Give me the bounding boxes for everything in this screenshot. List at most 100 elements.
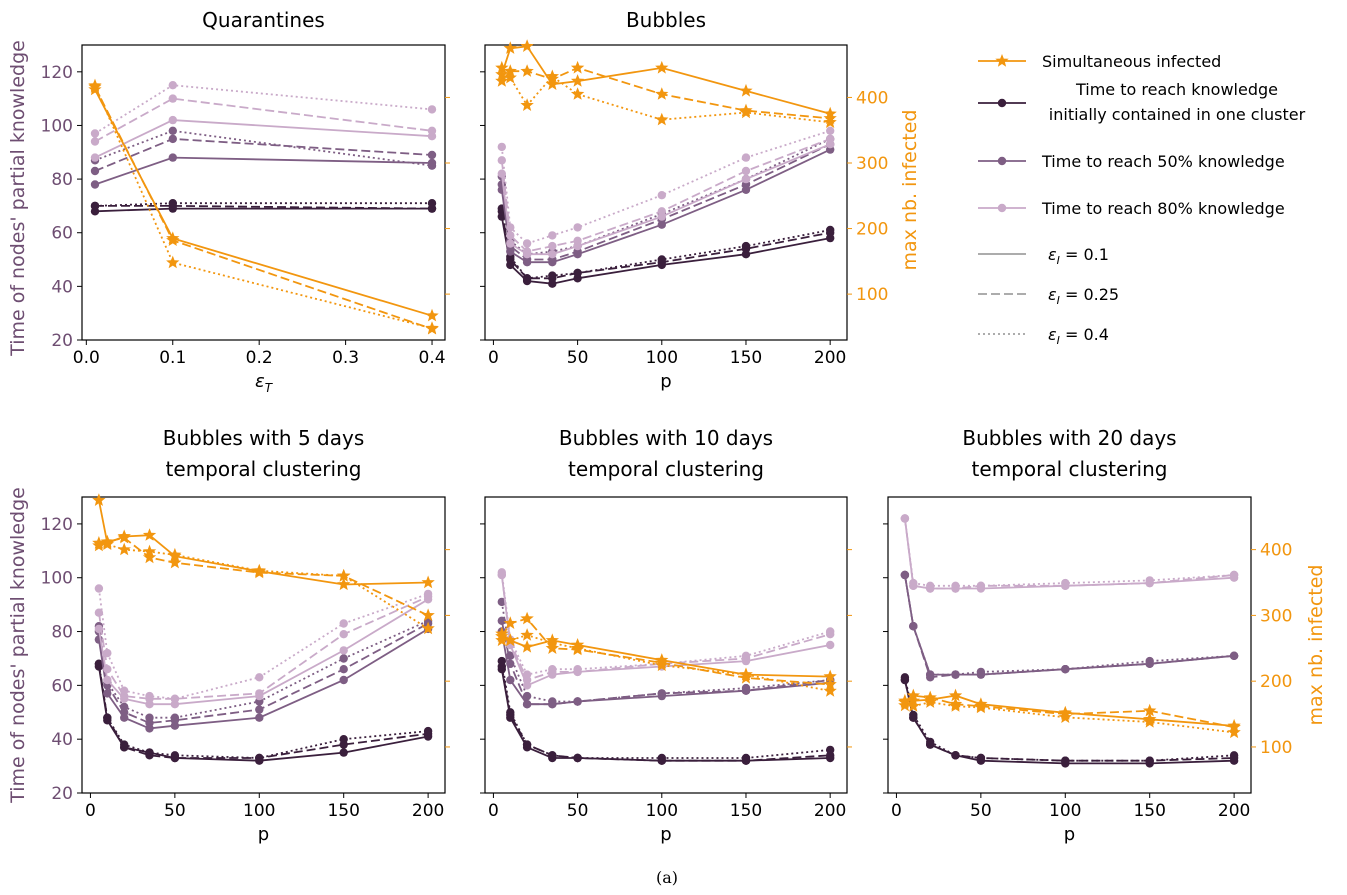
panel-title: Bubbles with 5 days — [163, 426, 365, 450]
point-k80 — [522, 670, 532, 679]
point-k50 — [90, 166, 100, 176]
star-infected — [823, 115, 837, 128]
series-k80-dotted — [500, 572, 831, 676]
y-tick-label: 80 — [51, 623, 73, 643]
star-infected — [495, 74, 509, 87]
star-infected — [142, 544, 157, 558]
star-infected — [520, 64, 534, 77]
legend-label: Simultaneous infected — [1042, 52, 1221, 71]
chart-panel-1: Quarantines 0.0 0.1 0.2 0.3 0.4 εT 20 40 60 80 100 1… — [41, 8, 450, 395]
legend-label: Time to reach 50% knowledge — [1041, 152, 1285, 171]
series-k50-dotted — [98, 619, 429, 719]
point-k80 — [339, 619, 348, 628]
x-tick-label: 0.2 — [246, 348, 273, 368]
y-tick-label: 80 — [51, 170, 73, 190]
x-tick-label: 50 — [164, 801, 186, 821]
star-infected — [520, 39, 534, 52]
point-k50 — [497, 597, 506, 607]
star-infected — [655, 658, 669, 672]
point-k80 — [741, 651, 751, 660]
point-k1 — [145, 748, 154, 757]
star-infected — [545, 636, 559, 649]
point-k50 — [522, 691, 532, 701]
point-k50 — [255, 713, 264, 722]
panel-title: Bubbles — [626, 8, 706, 32]
point-k1 — [1061, 756, 1070, 765]
point-k1 — [522, 740, 532, 749]
legend-item: εI = 0.25 — [978, 285, 1119, 307]
star-infected — [503, 633, 517, 647]
y2-tick-label: 300 — [856, 154, 888, 174]
legend-dot-icon — [997, 156, 1007, 166]
point-k80 — [255, 673, 264, 682]
series-k50-solid — [94, 156, 433, 186]
point-k1 — [427, 199, 437, 208]
point-k1 — [573, 753, 582, 763]
legend-item: Time to reach knowledge initially contain… — [978, 80, 1306, 124]
point-k80 — [94, 584, 104, 593]
star-infected — [421, 621, 435, 635]
x-tick-label: 150 — [730, 801, 762, 821]
star-infected — [739, 105, 753, 119]
star-infected — [168, 547, 182, 561]
legend-dot-icon — [997, 203, 1007, 213]
y-tick-label: 20 — [51, 331, 73, 351]
legend-item: Time to reach 80% knowledge — [978, 199, 1285, 218]
legend-label: εI = 0.4 — [1048, 325, 1109, 347]
series-k1-dotted — [94, 202, 432, 207]
star-infected — [823, 677, 837, 691]
x-tick-label: 0.1 — [159, 348, 186, 368]
x-tick-label: 50 — [567, 348, 589, 368]
star-infected — [1143, 703, 1157, 717]
x-axis-label: p — [660, 371, 671, 392]
point-k80 — [168, 115, 177, 125]
panel-title: Bubbles with 10 days — [559, 426, 773, 450]
point-k1 — [951, 751, 960, 760]
point-k80 — [548, 250, 557, 259]
point-k50 — [1229, 651, 1239, 660]
x-tick-label: 0.0 — [73, 348, 100, 368]
point-k1 — [522, 274, 532, 283]
point-k50 — [168, 153, 177, 162]
point-k50 — [900, 570, 910, 580]
panel-title: temporal clustering — [568, 457, 764, 481]
star-infected — [100, 537, 114, 550]
series-k1-dotted — [500, 660, 831, 759]
x-axis-label: p — [1064, 824, 1075, 845]
star-infected — [823, 669, 837, 683]
point-k80 — [497, 156, 506, 165]
star-infected — [92, 493, 106, 506]
point-k80 — [423, 589, 433, 599]
star-infected — [545, 641, 559, 654]
series-k1-solid — [500, 669, 831, 762]
legend: Simultaneous infected Time to reach knowl… — [978, 52, 1306, 347]
point-k1 — [657, 255, 666, 264]
star-infected — [906, 699, 920, 712]
star-infected — [570, 74, 585, 87]
series-infected-dashed — [98, 536, 429, 617]
star-infected — [739, 667, 753, 681]
point-k80 — [427, 126, 437, 135]
point-k50 — [976, 667, 986, 677]
point-k80 — [657, 207, 666, 216]
legend-label-sub: I — [1057, 334, 1060, 347]
star-infected — [503, 616, 517, 629]
point-k50 — [120, 702, 129, 712]
point-k50 — [926, 670, 935, 679]
star-infected — [495, 67, 509, 81]
point-k1 — [90, 201, 100, 211]
point-k1 — [548, 751, 557, 760]
legend-label: εI = 0.1 — [1048, 245, 1109, 267]
point-k80 — [573, 223, 582, 232]
series-k1-dashed — [95, 204, 433, 210]
star-infected — [655, 87, 669, 100]
x-axis-label: p — [660, 824, 671, 845]
point-k50 — [573, 697, 582, 706]
point-k80 — [90, 137, 100, 146]
legend-item: εI = 0.1 — [978, 245, 1109, 267]
series-k80-dashed — [500, 574, 831, 682]
star-infected — [92, 536, 106, 549]
legend-label-sub: I — [1057, 294, 1060, 307]
